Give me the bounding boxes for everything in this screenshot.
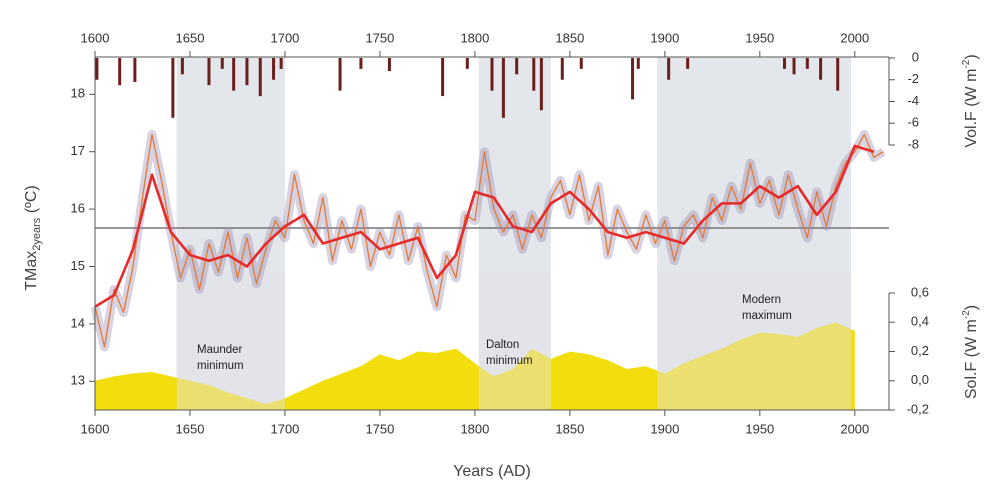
y2-tick-label: -2: [907, 71, 919, 86]
x-axis-label: Years (AD): [453, 463, 531, 480]
x-top-tick-label: 1950: [745, 30, 774, 45]
y3-axis-label-end: ): [963, 305, 980, 310]
solar-area: [95, 322, 855, 410]
volcanic-bar: [279, 58, 283, 69]
x-top-tick-label: 1750: [365, 30, 394, 45]
volcanic-bar: [539, 58, 543, 111]
period-label: Maunder: [197, 344, 243, 356]
x-tick-label: 1950: [745, 421, 774, 436]
plot-area: Maunder minimum Dalton minimum Modern maximum…: [71, 30, 929, 436]
x-tick-label: 1700: [270, 421, 299, 436]
volcanic-bar: [171, 58, 175, 118]
period-overlay: [657, 273, 852, 410]
volcanic-bar: [532, 58, 536, 91]
volcanic-bar: [667, 58, 671, 80]
volcanic-bar: [245, 58, 249, 86]
y-tick-label: 14: [71, 315, 85, 330]
volcanic-bar: [180, 58, 184, 75]
y-axis-label-unit: (ºC): [23, 185, 40, 218]
y3-tick-label: 0,2: [911, 343, 929, 358]
x-top-tick-label: 1900: [650, 30, 679, 45]
volcanic-bar: [207, 58, 211, 86]
x-tick-label: 1750: [365, 421, 394, 436]
period-shade: [176, 57, 285, 410]
x-top-tick-label: 1850: [555, 30, 584, 45]
annual-line: [94, 133, 884, 348]
y2-axis-label-sup: -2: [961, 59, 972, 68]
x-tick-label: 1600: [81, 421, 110, 436]
y2-axis-label-main: Vol.F (W m: [963, 69, 980, 148]
y-tick-label: 17: [71, 143, 85, 158]
volcanic-bar: [805, 58, 809, 69]
volcanic-bar: [579, 58, 583, 69]
y3-axis-label: Sol.F (W m-2): [961, 305, 981, 399]
volcanic-bar: [232, 58, 236, 91]
volcanic-bar: [220, 58, 224, 69]
y2-axis-label-end: ): [963, 54, 980, 59]
y-tick-label: 16: [71, 201, 85, 216]
y2-tick-label: 0: [912, 49, 919, 64]
y-tick-label: 15: [71, 258, 85, 273]
period-overlay: [176, 273, 285, 410]
y3-tick-label: -0,2: [907, 401, 929, 416]
volcanic-bar: [95, 58, 99, 80]
y2-tick-label: -6: [907, 115, 919, 130]
volcanic-bar: [359, 58, 363, 69]
y3-tick-label: 0,0: [911, 372, 929, 387]
x-top-tick-label: 1650: [176, 30, 205, 45]
volcanic-bar: [133, 58, 137, 82]
y-tick-label: 18: [71, 86, 85, 101]
volcanic-bar: [118, 58, 122, 86]
x-top-tick-label: 1600: [81, 30, 110, 45]
y2-tick-label: -4: [907, 93, 919, 108]
volcanic-bar: [441, 58, 445, 97]
y3-axis-label-main: Sol.F (W m: [963, 319, 980, 399]
period-label: Dalton: [486, 339, 519, 351]
volcanic-bar: [258, 58, 262, 97]
y-axis-label: TMax2years (ºC): [23, 185, 43, 291]
x-tick-label: 1900: [650, 421, 679, 436]
period-label: maximum: [742, 310, 792, 322]
period-shade: [478, 57, 551, 410]
x-top-tick-label: 2000: [840, 30, 869, 45]
x-tick-label: 1650: [176, 421, 205, 436]
volcanic-bar: [836, 58, 840, 91]
volcanic-bar: [490, 58, 494, 91]
volcanic-bar: [338, 58, 342, 91]
period-overlay: [478, 273, 551, 410]
y-axis-label-sub: 2years: [31, 217, 43, 251]
x-tick-label: 1850: [555, 421, 584, 436]
x-tick-label: 1800: [460, 421, 489, 436]
period-label: minimum: [197, 360, 244, 372]
volcanic-bar: [272, 58, 276, 80]
x-top-tick-label: 1700: [270, 30, 299, 45]
x-tick-label: 2000: [840, 421, 869, 436]
y2-axis-label: Vol.F (W m-2): [961, 54, 981, 147]
y-axis-label-main: TMax: [23, 251, 40, 291]
period-label: minimum: [486, 355, 533, 367]
volcanic-bar: [636, 58, 640, 69]
y2-tick-label: -8: [907, 136, 919, 151]
volcanic-bar: [560, 58, 564, 80]
smoothed-line: [94, 144, 875, 308]
volcanic-bar: [792, 58, 796, 75]
y3-tick-label: 0,4: [911, 314, 929, 329]
volcanic-bar: [465, 58, 469, 69]
volcanic-bar: [783, 58, 787, 69]
volcanic-bar: [631, 58, 635, 100]
volcanic-bar: [819, 58, 823, 80]
y-tick-label: 13: [71, 373, 85, 388]
volcanic-bar: [387, 58, 391, 72]
y3-tick-label: 0,6: [911, 284, 929, 299]
y3-axis-label-sup: -2: [961, 310, 972, 319]
volcanic-bar: [501, 58, 505, 118]
period-label: Modern: [742, 294, 781, 306]
volcanic-bar: [686, 58, 690, 69]
x-top-tick-label: 1800: [460, 30, 489, 45]
volcanic-bar: [515, 58, 519, 75]
